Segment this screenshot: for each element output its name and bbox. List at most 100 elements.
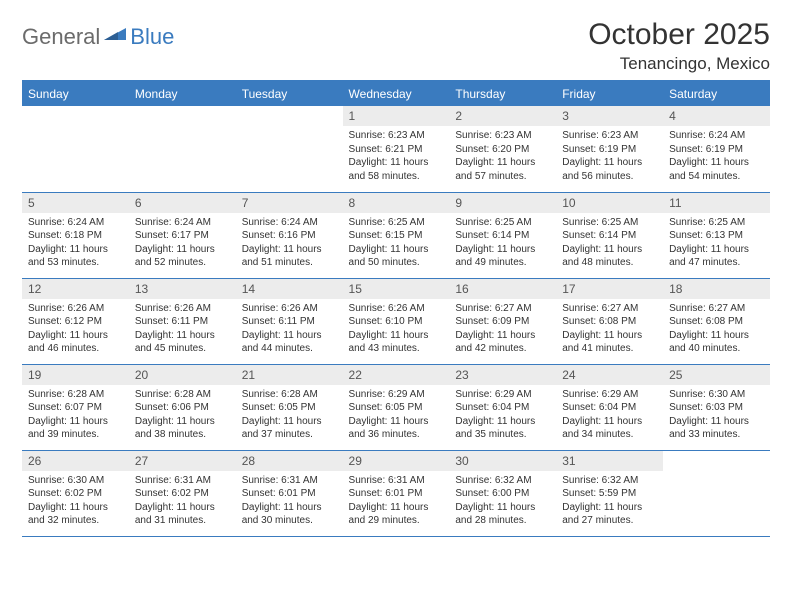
sunset-text: Sunset: 6:11 PM bbox=[242, 315, 337, 329]
day-number: 23 bbox=[449, 365, 556, 385]
daylight-text: Daylight: 11 hours and 37 minutes. bbox=[242, 415, 337, 442]
logo: General Blue bbox=[22, 18, 174, 50]
sunrise-text: Sunrise: 6:31 AM bbox=[242, 474, 337, 488]
calendar-day-cell: 21 Sunrise: 6:28 AMSunset: 6:05 PMDayligh… bbox=[236, 364, 343, 450]
sunrise-text: Sunrise: 6:26 AM bbox=[28, 302, 123, 316]
weekday-header: Friday bbox=[556, 81, 663, 106]
calendar-day-cell: 12Sunrise: 6:26 AMSunset: 6:12 PMDayligh… bbox=[22, 278, 129, 364]
month-title: October 2025 bbox=[588, 18, 770, 52]
sunrise-text: Sunrise: 6:25 AM bbox=[455, 216, 550, 230]
day-number: 10 bbox=[556, 193, 663, 213]
daylight-text: Daylight: 11 hours and 44 minutes. bbox=[242, 329, 337, 356]
sunrise-text: Sunrise: 6:30 AM bbox=[669, 388, 764, 402]
calendar-day-cell: 1Sunrise: 6:23 AMSunset: 6:21 PMDaylight… bbox=[343, 106, 450, 192]
daylight-text: Daylight: 11 hours and 54 minutes. bbox=[669, 156, 764, 183]
day-info: Sunrise: 6:29 AMSunset: 6:04 PMDaylight:… bbox=[449, 385, 556, 446]
daylight-text: Daylight: 11 hours and 40 minutes. bbox=[669, 329, 764, 356]
sunrise-text: Sunrise: 6:27 AM bbox=[455, 302, 550, 316]
day-info: Sunrise: 6:26 AMSunset: 6:11 PMDaylight:… bbox=[129, 299, 236, 360]
weekday-header: Tuesday bbox=[236, 81, 343, 106]
daylight-text: Daylight: 11 hours and 35 minutes. bbox=[455, 415, 550, 442]
calendar-week-row: 5Sunrise: 6:24 AMSunset: 6:18 PMDaylight… bbox=[22, 192, 770, 278]
calendar-day-cell: 25Sunrise: 6:30 AMSunset: 6:03 PMDayligh… bbox=[663, 364, 770, 450]
day-number: 1 bbox=[343, 106, 450, 126]
day-number: 28 bbox=[236, 451, 343, 471]
calendar-week-row: 12Sunrise: 6:26 AMSunset: 6:12 PMDayligh… bbox=[22, 278, 770, 364]
weekday-header: Saturday bbox=[663, 81, 770, 106]
day-number: 5 bbox=[22, 193, 129, 213]
day-info: Sunrise: 6:27 AMSunset: 6:08 PMDaylight:… bbox=[556, 299, 663, 360]
calendar-body: 1 Sunrise: 6:23 AM Sunset: 6:21 PM Daylight… bbox=[22, 106, 770, 536]
sunrise-text: Sunrise: 6:30 AM bbox=[28, 474, 123, 488]
sunrise-text: Sunrise: 6:24 AM bbox=[28, 216, 123, 230]
daylight-text: Daylight: 11 hours and 28 minutes. bbox=[455, 501, 550, 528]
sunrise-text: Sunrise: 6:28 AM bbox=[242, 388, 337, 402]
sunset-text: Sunset: 6:01 PM bbox=[349, 487, 444, 501]
calendar-day-cell: 14Sunrise: 6:26 AMSunset: 6:11 PMDayligh… bbox=[236, 278, 343, 364]
daylight-text: Daylight: 11 hours and 38 minutes. bbox=[135, 415, 230, 442]
daylight-text: Daylight: 11 hours and 27 minutes. bbox=[562, 501, 657, 528]
location: Tenancingo, Mexico bbox=[588, 54, 770, 74]
daylight-text: Daylight: 11 hours and 51 minutes. bbox=[242, 243, 337, 270]
daylight-text: Daylight: 11 hours and 29 minutes. bbox=[349, 501, 444, 528]
sunset-text: Sunset: 6:20 PM bbox=[455, 143, 550, 157]
calendar-day-cell: 30Sunrise: 6:32 AMSunset: 6:00 PMDayligh… bbox=[449, 450, 556, 536]
calendar-day-cell: 28Sunrise: 6:31 AMSunset: 6:01 PMDayligh… bbox=[236, 450, 343, 536]
sunrise-text: Sunrise: 6:29 AM bbox=[349, 388, 444, 402]
sunset-text: Sunset: 6:08 PM bbox=[669, 315, 764, 329]
calendar-day-cell bbox=[129, 106, 236, 192]
header: General Blue October 2025 Tenancingo, Me… bbox=[22, 18, 770, 74]
calendar-week-row: 26 Sunrise: 6:30 AM Sunset: 6:02 PM Dayligh… bbox=[22, 450, 770, 536]
day-info: Sunrise: 6:26 AMSunset: 6:11 PMDaylight:… bbox=[236, 299, 343, 360]
day-number: 14 bbox=[236, 279, 343, 299]
calendar-day-cell: 13Sunrise: 6:26 AMSunset: 6:11 PMDayligh… bbox=[129, 278, 236, 364]
day-number: 21 bbox=[236, 365, 343, 385]
day-number: 30 bbox=[449, 451, 556, 471]
sunset-text: Sunset: 6:05 PM bbox=[242, 401, 337, 415]
calendar-day-cell: 8Sunrise: 6:25 AMSunset: 6:15 PMDaylight… bbox=[343, 192, 450, 278]
sunset-text: Sunset: 6:03 PM bbox=[669, 401, 764, 415]
daylight-text: Daylight: 11 hours and 30 minutes. bbox=[242, 501, 337, 528]
daylight-text: Daylight: 11 hours and 53 minutes. bbox=[28, 243, 123, 270]
sunset-text: Sunset: 6:02 PM bbox=[135, 487, 230, 501]
day-number: 31 bbox=[556, 451, 663, 471]
day-info: Sunrise: 6:31 AMSunset: 6:01 PMDaylight:… bbox=[236, 471, 343, 532]
calendar-day-cell: 31 Sunrise: 6:32 AMSunset: 5:59 PMDayligh… bbox=[556, 450, 663, 536]
sunset-text: Sunset: 6:06 PM bbox=[135, 401, 230, 415]
sunset-text: Sunset: 6:10 PM bbox=[349, 315, 444, 329]
sunset-text: Sunset: 6:05 PM bbox=[349, 401, 444, 415]
day-number bbox=[22, 106, 129, 112]
sunrise-text: Sunrise: 6:31 AM bbox=[135, 474, 230, 488]
sunset-text: Sunset: 6:13 PM bbox=[669, 229, 764, 243]
sunrise-text: Sunrise: 6:24 AM bbox=[242, 216, 337, 230]
calendar-day-cell: 11Sunrise: 6:25 AMSunset: 6:13 PMDayligh… bbox=[663, 192, 770, 278]
sunset-text: Sunset: 6:21 PM bbox=[349, 143, 444, 157]
day-number bbox=[129, 106, 236, 112]
daylight-text: Daylight: 11 hours and 56 minutes. bbox=[562, 156, 657, 183]
day-number: 16 bbox=[449, 279, 556, 299]
day-number: 8 bbox=[343, 193, 450, 213]
day-number: 25 bbox=[663, 365, 770, 385]
day-number: 29 bbox=[343, 451, 450, 471]
day-number: 22 bbox=[343, 365, 450, 385]
logo-text-general: General bbox=[22, 24, 100, 50]
calendar-day-cell: 29Sunrise: 6:31 AMSunset: 6:01 PMDayligh… bbox=[343, 450, 450, 536]
sunset-text: Sunset: 5:59 PM bbox=[562, 487, 657, 501]
sunrise-text: Sunrise: 6:23 AM bbox=[455, 129, 550, 143]
calendar-day-cell: 19Sunrise: 6:28 AMSunset: 6:07 PMDayligh… bbox=[22, 364, 129, 450]
calendar-day-cell: 9Sunrise: 6:25 AMSunset: 6:14 PMDaylight… bbox=[449, 192, 556, 278]
day-number: 26 bbox=[22, 451, 129, 471]
calendar-day-cell bbox=[663, 450, 770, 536]
daylight-text: Daylight: 11 hours and 41 minutes. bbox=[562, 329, 657, 356]
day-info: Sunrise: 6:23 AMSunset: 6:19 PMDaylight:… bbox=[556, 126, 663, 187]
sunset-text: Sunset: 6:19 PM bbox=[669, 143, 764, 157]
day-number: 11 bbox=[663, 193, 770, 213]
calendar-day-cell: 17Sunrise: 6:27 AMSunset: 6:08 PMDayligh… bbox=[556, 278, 663, 364]
sunrise-text: Sunrise: 6:32 AM bbox=[562, 474, 657, 488]
sunrise-text: Sunrise: 6:25 AM bbox=[349, 216, 444, 230]
calendar-day-cell: 3Sunrise: 6:23 AMSunset: 6:19 PMDaylight… bbox=[556, 106, 663, 192]
day-info: Sunrise: 6:26 AMSunset: 6:10 PMDaylight:… bbox=[343, 299, 450, 360]
daylight-text: Daylight: 11 hours and 46 minutes. bbox=[28, 329, 123, 356]
daylight-text: Daylight: 11 hours and 48 minutes. bbox=[562, 243, 657, 270]
sunrise-text: Sunrise: 6:27 AM bbox=[562, 302, 657, 316]
